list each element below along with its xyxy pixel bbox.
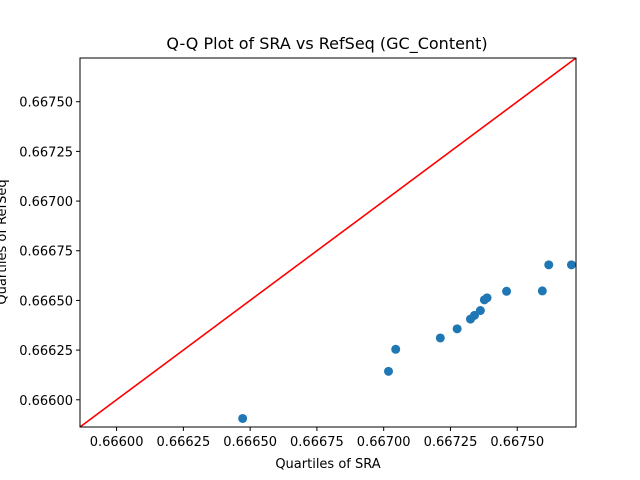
- x-tick-label: 0.66600: [90, 435, 144, 450]
- y-tick-label: 0.66625: [19, 344, 73, 359]
- x-tick-label: 0.66750: [490, 435, 544, 450]
- y-tick-label: 0.66750: [19, 96, 73, 111]
- plot-frame: [79, 57, 577, 428]
- x-axis-label: Quartiles of SRA: [275, 457, 380, 472]
- data-point: [435, 333, 445, 343]
- y-tick-label: 0.66675: [19, 245, 73, 260]
- data-point: [502, 286, 512, 296]
- data-point: [238, 413, 248, 423]
- y-axis: 0.66600 0.66625 0.66650 0.66675 0.66700 0.667…: [19, 96, 80, 409]
- y-tick-label: 0.66650: [19, 294, 73, 309]
- data-point: [537, 286, 547, 296]
- x-axis: 0.66600 0.66625 0.66650 0.66675 0.66700 0.667…: [90, 427, 544, 450]
- y-tick-label: 0.66700: [19, 195, 73, 210]
- x-tick-label: 0.66650: [223, 435, 277, 450]
- data-point: [475, 306, 485, 316]
- x-tick-label: 0.66725: [424, 435, 478, 450]
- x-tick-label: 0.66700: [357, 435, 411, 450]
- data-point: [544, 260, 554, 270]
- plot-area: [80, 58, 576, 427]
- y-tick-label: 0.66600: [19, 394, 73, 409]
- y-tick-label: 0.66725: [19, 145, 73, 160]
- data-point: [383, 366, 393, 376]
- chart-title: Q-Q Plot of SRA vs RefSeq (GC_Content): [166, 34, 487, 54]
- data-point: [566, 260, 576, 270]
- y-axis-label: Quartiles of RefSeq: [0, 179, 10, 304]
- data-point: [482, 293, 492, 303]
- data-point: [391, 344, 401, 354]
- data-point: [452, 324, 462, 334]
- reference-line: [80, 58, 576, 427]
- x-tick-label: 0.66625: [156, 435, 210, 450]
- x-tick-label: 0.66675: [290, 435, 344, 450]
